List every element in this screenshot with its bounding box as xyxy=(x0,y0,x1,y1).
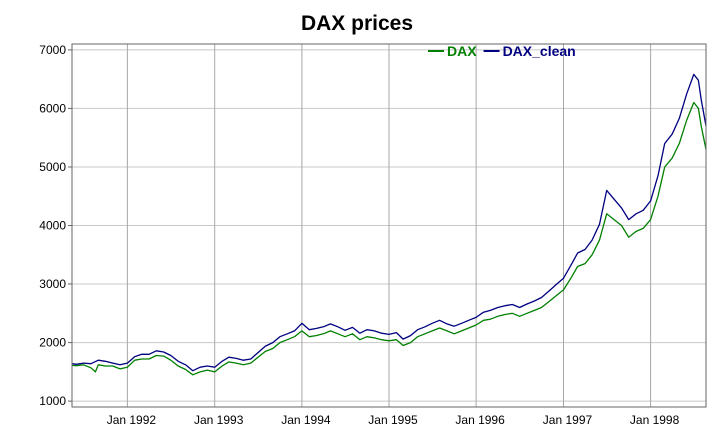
legend-label-dax-clean: DAX_clean xyxy=(503,43,576,59)
y-tick-label: 7000 xyxy=(39,43,66,57)
legend-label-dax: DAX xyxy=(447,43,477,59)
chart-title: DAX prices xyxy=(301,12,413,35)
x-tick-label: Jan 1993 xyxy=(194,413,244,427)
x-tick-label: Jan 1997 xyxy=(543,413,593,427)
y-tick-label: 3000 xyxy=(39,277,66,291)
plot-frame xyxy=(71,43,707,408)
series-line-dax xyxy=(71,101,707,376)
y-tick-label: 6000 xyxy=(39,101,66,115)
y-axis-tick-labels: 1000 2000 3000 4000 5000 6000 7000 xyxy=(39,43,66,408)
y-tick-label: 1000 xyxy=(39,394,66,408)
y-tick-label: 5000 xyxy=(39,160,66,174)
y-tick-label: 2000 xyxy=(39,336,66,350)
x-tick-label: Jan 1996 xyxy=(455,413,505,427)
series-lines xyxy=(71,73,707,376)
x-tick-label: Jan 1998 xyxy=(630,413,680,427)
legend: DAX DAX_clean xyxy=(428,43,576,59)
x-tick-label: Jan 1995 xyxy=(368,413,418,427)
grid xyxy=(68,44,706,407)
x-tick-label: Jan 1994 xyxy=(281,413,331,427)
x-tick-label: Jan 1992 xyxy=(107,413,157,427)
x-axis-tick-labels: Jan 1992 Jan 1993 Jan 1994 Jan 1995 Jan 1996… xyxy=(107,413,680,427)
series-line-dax-clean xyxy=(71,73,707,372)
y-tick-label: 4000 xyxy=(39,219,66,233)
